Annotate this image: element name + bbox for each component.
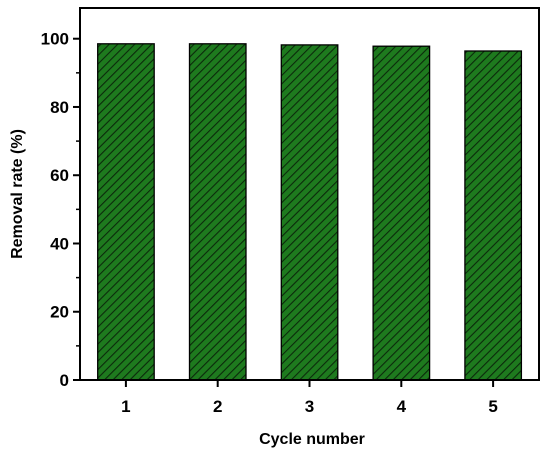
bar-cycle-1	[97, 43, 155, 381]
y-tick-label: 100	[41, 30, 69, 49]
y-tick-label: 40	[50, 234, 69, 253]
y-tick-label: 20	[50, 303, 69, 322]
y-tick-label: 80	[50, 98, 69, 117]
y-tick-label: 60	[50, 166, 69, 185]
x-tick-label: 3	[305, 397, 314, 416]
x-tick-label: 1	[121, 397, 130, 416]
ticks-layer	[73, 37, 495, 387]
bar-cycle-3	[280, 44, 339, 381]
y-tick-label: 0	[60, 371, 69, 390]
labels-layer: 1 2 3 4 5 0 20 40 60 80 100	[41, 30, 498, 416]
bar-cycle-2	[188, 43, 247, 381]
x-tick-label: 4	[397, 397, 407, 416]
y-axis-title: Removal rate (%)	[9, 129, 26, 259]
x-tick-label: 2	[213, 397, 222, 416]
bars-layer	[97, 43, 523, 381]
x-tick-label: 5	[488, 397, 497, 416]
x-axis-title: Cycle number	[259, 431, 365, 448]
bar-cycle-4	[372, 45, 431, 381]
bar-cycle-5	[464, 50, 523, 381]
